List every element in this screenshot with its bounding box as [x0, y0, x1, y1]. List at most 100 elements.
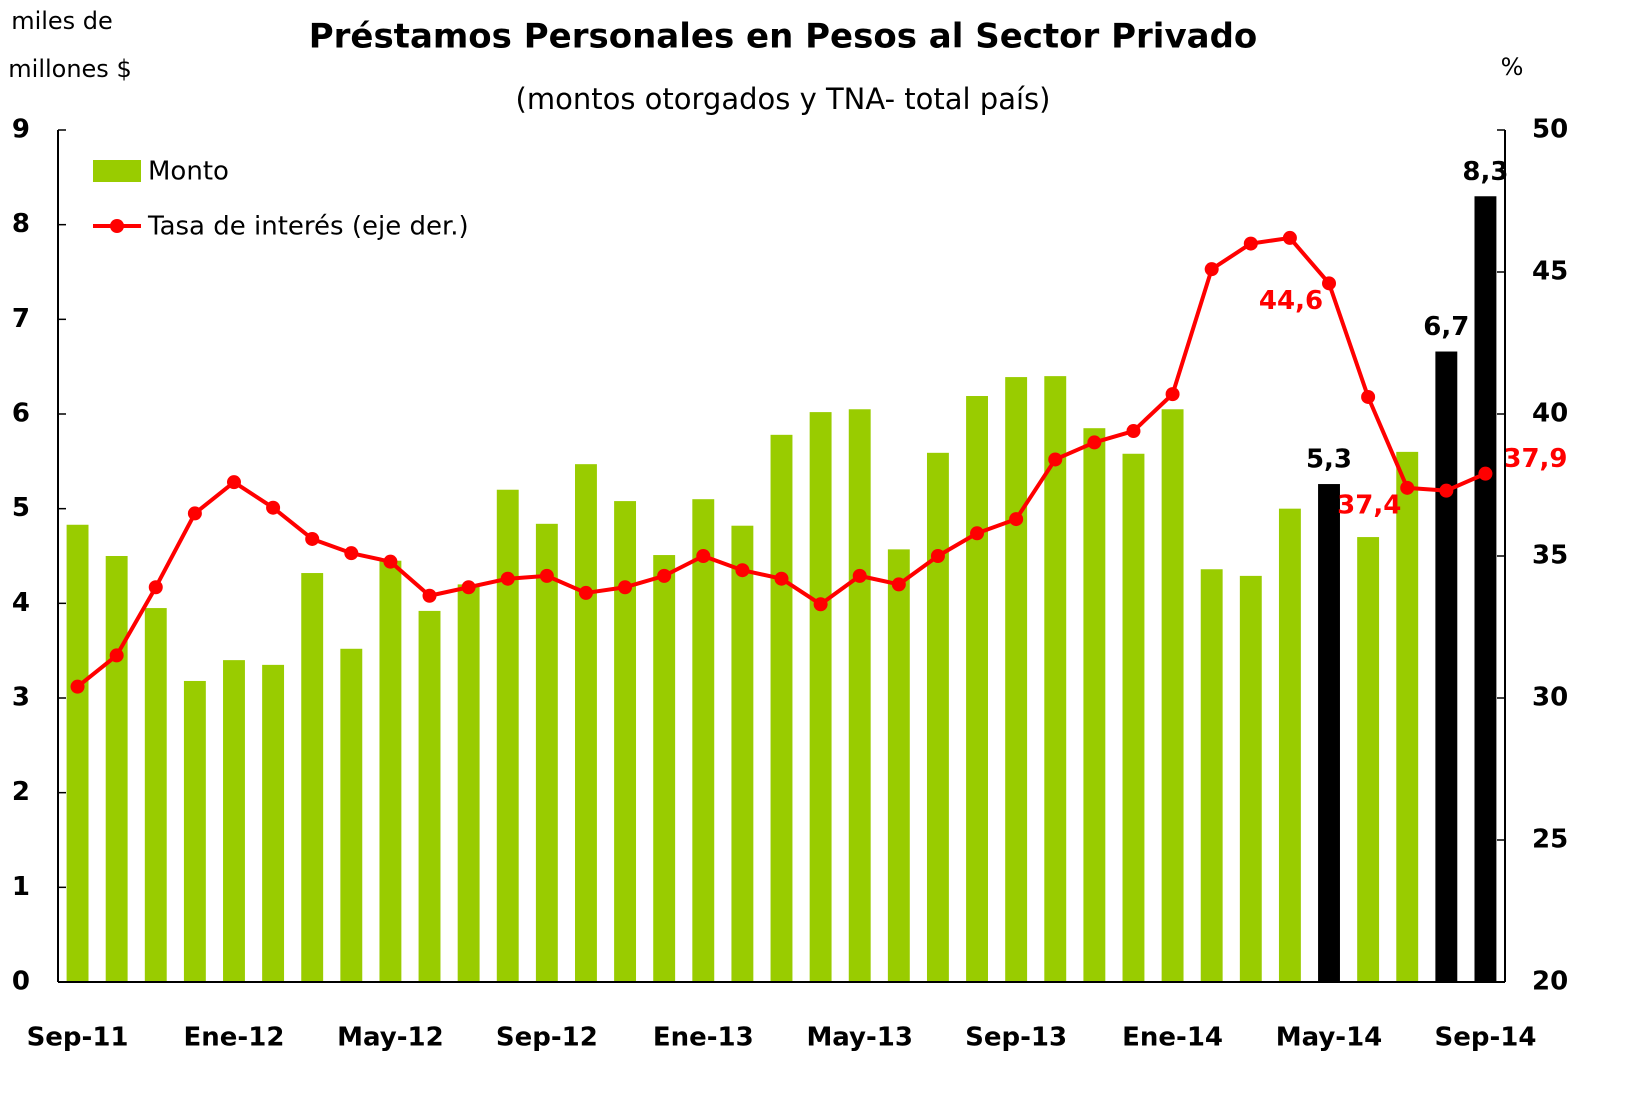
- bar: [262, 664, 285, 982]
- bar: [887, 549, 910, 982]
- line-point: [109, 648, 124, 663]
- y-axis-label: miles de: [11, 7, 113, 35]
- bar: [848, 409, 871, 982]
- bar-value-label: 8,3: [1462, 157, 1508, 187]
- line-point: [1439, 483, 1454, 498]
- x-tick-label: Sep-14: [1434, 1023, 1536, 1053]
- line-point: [852, 568, 867, 583]
- line-point: [187, 506, 202, 521]
- bar: [770, 434, 793, 982]
- y2-axis-label: %: [1501, 53, 1524, 81]
- bar: [809, 412, 832, 982]
- legend-label: Tasa de interés (eje der.): [147, 212, 469, 242]
- line-value-label: 37,4: [1337, 490, 1401, 520]
- y2-tick-label: 30: [1532, 683, 1568, 713]
- line-point: [735, 563, 750, 578]
- y-tick-label: 7: [12, 304, 30, 334]
- line-point: [305, 531, 320, 546]
- bar: [379, 560, 402, 982]
- bar: [1044, 376, 1067, 983]
- y-tick-label: 0: [12, 967, 30, 997]
- line-point: [1087, 435, 1102, 450]
- y-tick-label: 9: [12, 115, 30, 145]
- legend-swatch: [93, 160, 141, 182]
- bar: [1396, 451, 1419, 982]
- bar: [183, 680, 206, 982]
- bar: [223, 660, 245, 982]
- y2-tick-label: 35: [1532, 541, 1568, 571]
- x-tick-label: May-14: [1276, 1023, 1383, 1053]
- line-point: [226, 475, 241, 490]
- line-point: [422, 588, 437, 603]
- bar: [1318, 484, 1340, 982]
- y-tick-label: 1: [12, 872, 30, 902]
- line-point: [383, 554, 398, 569]
- x-tick-label: Ene-12: [184, 1023, 285, 1053]
- y2-tick-label: 40: [1532, 399, 1568, 429]
- bar: [1200, 569, 1223, 982]
- line-point: [539, 568, 554, 583]
- bar: [1239, 575, 1262, 982]
- bar: [731, 525, 754, 982]
- line-point: [970, 526, 985, 541]
- y2-tick-label: 50: [1532, 115, 1568, 145]
- bar: [457, 584, 480, 982]
- line-point: [1048, 452, 1063, 467]
- line-point: [657, 568, 672, 583]
- line-point: [148, 580, 163, 595]
- line-point: [618, 580, 633, 595]
- bar: [1435, 351, 1458, 982]
- line-point: [344, 546, 359, 561]
- y-tick-label: 3: [12, 683, 30, 713]
- x-tick-label: Sep-11: [27, 1023, 129, 1053]
- line-point: [461, 580, 476, 595]
- legend-swatch: [110, 219, 124, 233]
- bar: [1122, 453, 1145, 982]
- y2-tick-label: 45: [1532, 257, 1568, 287]
- line-point: [1361, 389, 1376, 404]
- legend-label: Monto: [148, 157, 229, 187]
- y2-tick-label: 20: [1532, 967, 1568, 997]
- bar-value-label: 5,3: [1306, 445, 1352, 475]
- line-point: [1165, 387, 1180, 402]
- bar-value-label: 6,7: [1423, 312, 1469, 342]
- line-point: [930, 549, 945, 563]
- chart-title: Préstamos Personales en Pesos al Sector …: [309, 17, 1258, 57]
- line-point: [266, 500, 281, 515]
- line-point: [1009, 512, 1024, 527]
- y-tick-label: 6: [12, 399, 30, 429]
- x-tick-label: May-12: [337, 1023, 444, 1053]
- bar: [692, 499, 715, 982]
- bar: [1083, 428, 1106, 982]
- line-point: [1322, 276, 1337, 291]
- bar: [66, 524, 89, 982]
- line-value-label: 37,9: [1503, 444, 1567, 474]
- line-point: [696, 549, 711, 563]
- line-point: [1243, 236, 1258, 251]
- chart-subtitle: (montos otorgados y TNA- total país): [516, 82, 1051, 116]
- y-tick-label: 8: [12, 209, 30, 239]
- line-value-label: 44,6: [1259, 286, 1323, 316]
- bar: [535, 523, 558, 982]
- line-point: [500, 571, 515, 586]
- bar: [653, 555, 676, 982]
- line-point: [891, 577, 906, 592]
- bar: [966, 396, 988, 983]
- bar: [926, 452, 949, 982]
- bar: [614, 501, 637, 982]
- line-point: [1126, 424, 1141, 439]
- bar: [496, 489, 519, 982]
- bar: [144, 608, 167, 982]
- line-point: [70, 679, 85, 694]
- bar: [301, 573, 324, 982]
- x-tick-label: Sep-13: [965, 1023, 1067, 1053]
- y-axis-label: millones $: [8, 55, 131, 83]
- line-point: [578, 585, 593, 600]
- line-point: [774, 571, 789, 586]
- y-tick-label: 4: [12, 588, 30, 618]
- bar: [1161, 409, 1184, 982]
- x-tick-label: May-13: [806, 1023, 913, 1053]
- x-tick-label: Sep-12: [496, 1023, 598, 1053]
- y-tick-label: 2: [12, 777, 30, 807]
